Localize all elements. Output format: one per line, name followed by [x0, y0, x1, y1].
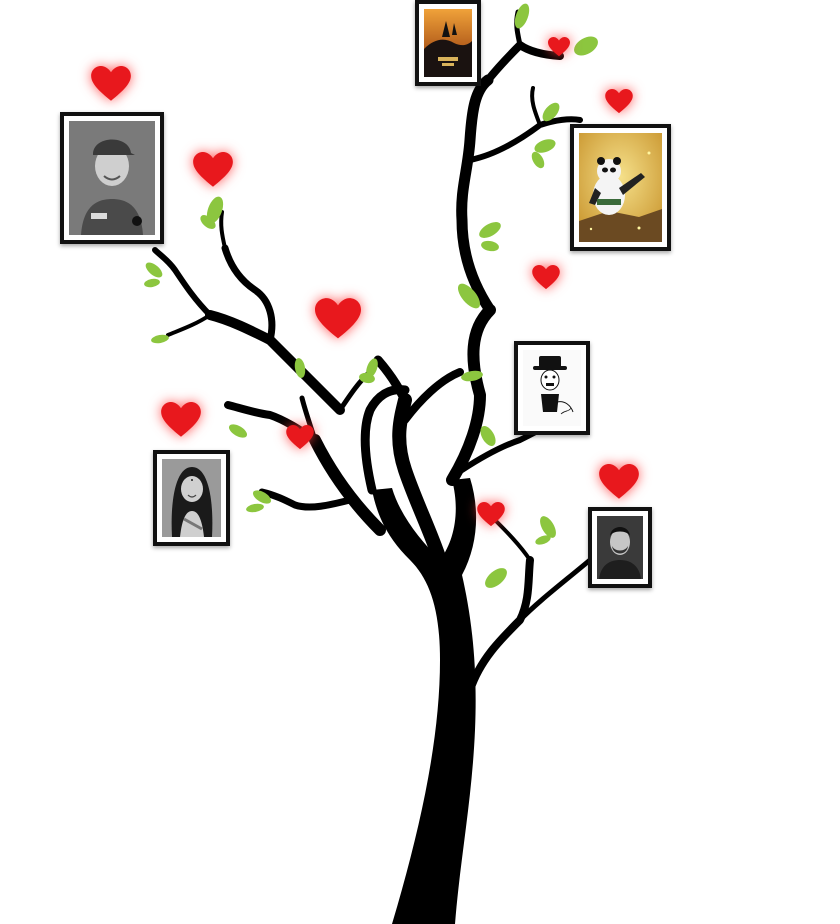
heart-icon	[532, 265, 560, 290]
heart-icon	[599, 464, 639, 499]
heart-icon	[91, 66, 131, 101]
photo-charlie-chaplin-sketch	[523, 350, 581, 426]
heart-icon	[193, 152, 233, 187]
photo-frame-charlie-chaplin-sketch[interactable]	[514, 341, 590, 435]
heart-icon	[286, 425, 314, 450]
heart-icon	[477, 502, 505, 527]
photo-frame-movie-poster[interactable]	[415, 0, 481, 86]
photo-frame-panda-cartoon[interactable]	[570, 124, 671, 251]
photo-frame-woman-in-cap[interactable]	[60, 112, 164, 244]
photo-young-woman-portrait	[162, 459, 221, 537]
heart-icon	[548, 37, 570, 57]
heart-icon	[605, 89, 633, 114]
photo-man-portrait	[597, 516, 643, 579]
heart-icon	[161, 402, 201, 437]
photo-panda-cartoon	[579, 133, 662, 242]
tree-leaves	[144, 3, 598, 588]
tree-trunk	[372, 478, 477, 924]
photo-movie-poster	[424, 9, 472, 77]
heart-icon	[315, 298, 361, 339]
photo-woman-in-cap	[69, 121, 155, 235]
photo-frame-young-woman-portrait[interactable]	[153, 450, 230, 546]
photo-frame-man-portrait[interactable]	[588, 507, 652, 588]
